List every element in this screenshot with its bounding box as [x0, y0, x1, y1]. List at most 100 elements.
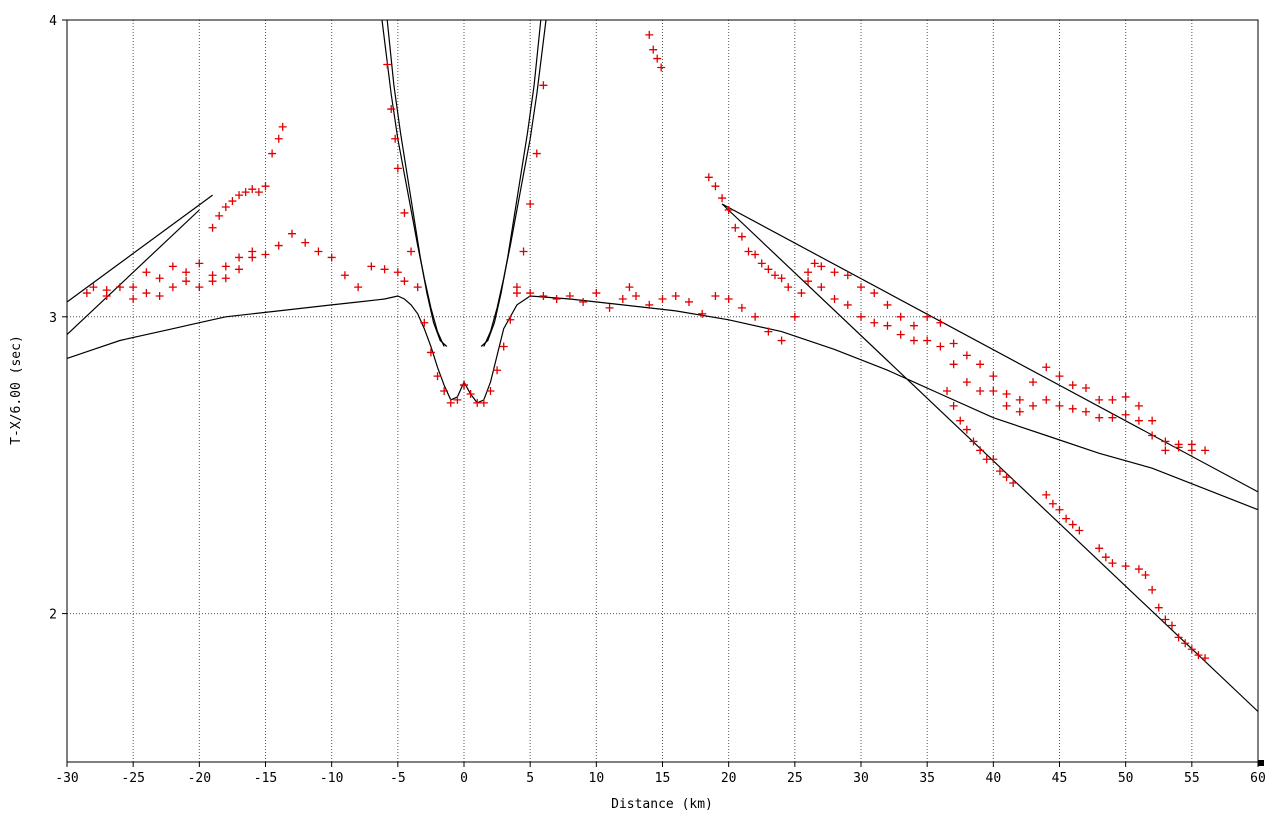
- pick-marker: [168, 283, 177, 292]
- pick-marker: [235, 253, 244, 262]
- pick-marker: [446, 398, 455, 407]
- pick-marker: [1134, 416, 1143, 425]
- pick-series-center-left-branch: [383, 60, 468, 407]
- pick-marker: [909, 336, 918, 345]
- pick-marker: [221, 202, 230, 211]
- pick-marker: [830, 268, 839, 277]
- pick-marker: [1055, 372, 1064, 381]
- x-tick-label: 35: [919, 771, 935, 786]
- pick-marker: [1187, 446, 1196, 455]
- pick-marker: [274, 134, 283, 143]
- pick-marker: [287, 229, 296, 238]
- pick-marker: [208, 223, 217, 232]
- x-tick-label: 45: [1052, 771, 1068, 786]
- pick-marker: [1108, 395, 1117, 404]
- pick-series-left-lower: [82, 229, 409, 298]
- pick-marker: [228, 197, 237, 206]
- pick-marker: [1148, 416, 1157, 425]
- pick-marker: [751, 312, 760, 321]
- pick-marker: [155, 292, 164, 301]
- model-curve-right-reflection-inner: [480, 19, 542, 347]
- pick-marker: [129, 294, 138, 303]
- pick-marker: [1121, 562, 1130, 571]
- pick-marker: [962, 378, 971, 387]
- observed-picks: [82, 30, 1210, 663]
- pick-marker: [989, 387, 998, 395]
- x-axis-title: Distance (km): [611, 797, 713, 812]
- pick-marker: [737, 232, 746, 241]
- pick-marker: [936, 318, 945, 327]
- pick-marker: [89, 283, 98, 292]
- pick-marker: [645, 300, 654, 309]
- pick-marker: [1201, 446, 1210, 455]
- pick-marker: [976, 387, 985, 395]
- pick-marker: [1055, 401, 1064, 410]
- x-tick-label: -15: [254, 771, 277, 786]
- model-curves: [66, 19, 1259, 712]
- x-tick-label: 55: [1184, 771, 1200, 786]
- pick-marker: [751, 250, 760, 259]
- pick-marker: [784, 283, 793, 292]
- pick-marker: [340, 271, 349, 280]
- pick-marker: [1167, 621, 1176, 630]
- pick-marker: [962, 351, 971, 360]
- pick-marker: [1042, 490, 1051, 499]
- pick-marker: [400, 277, 409, 286]
- pick-marker: [1002, 401, 1011, 410]
- pick-marker: [453, 395, 462, 404]
- pick-marker: [539, 81, 548, 90]
- model-curve-right-refraction-shallow: [721, 203, 1259, 493]
- pick-marker: [1015, 395, 1024, 404]
- pick-marker: [777, 274, 786, 283]
- pick-marker: [870, 318, 879, 327]
- y-axis-ticks: 2 3 4: [49, 14, 67, 623]
- model-curve-left-refraction-b: [66, 209, 200, 336]
- pick-marker: [182, 277, 191, 286]
- pick-marker: [499, 342, 508, 351]
- pick-marker: [1095, 544, 1104, 553]
- pick-marker: [579, 297, 588, 306]
- pick-marker: [810, 259, 819, 268]
- x-tick-label: 5: [526, 771, 534, 786]
- pick-series-center-right-branch: [460, 81, 548, 407]
- pick-marker: [605, 303, 614, 312]
- pick-marker: [1121, 410, 1130, 419]
- pick-series-right-steep: [943, 387, 1210, 663]
- pick-marker: [565, 292, 574, 301]
- pick-marker: [830, 294, 839, 303]
- pick-marker: [393, 164, 402, 173]
- pick-marker: [896, 312, 905, 321]
- pick-marker: [1141, 571, 1150, 580]
- pick-series-right-isolated: [645, 30, 666, 72]
- x-tick-label: 60: [1250, 771, 1266, 786]
- pick-marker: [426, 348, 435, 357]
- pick-marker: [1009, 479, 1018, 488]
- pick-marker: [1029, 378, 1038, 387]
- pick-marker: [770, 271, 779, 280]
- pick-marker: [1134, 401, 1143, 410]
- pick-marker: [254, 188, 263, 197]
- pick-marker: [962, 425, 971, 434]
- y-tick-label: 3: [49, 311, 57, 326]
- pick-marker: [1029, 401, 1038, 410]
- pick-marker: [1181, 639, 1190, 648]
- pick-marker: [1068, 404, 1077, 413]
- pick-marker: [1002, 473, 1011, 482]
- x-tick-label: 40: [986, 771, 1002, 786]
- pick-marker: [764, 265, 773, 274]
- pick-marker: [278, 122, 287, 131]
- pick-marker: [711, 292, 720, 301]
- pick-marker: [241, 188, 250, 197]
- pick-marker: [512, 289, 521, 298]
- pick-marker: [102, 292, 111, 301]
- pick-marker: [857, 312, 865, 321]
- pick-marker: [1201, 654, 1210, 663]
- pick-marker: [684, 297, 693, 306]
- pick-marker: [653, 54, 662, 63]
- pick-marker: [1081, 384, 1090, 393]
- pick-marker: [698, 309, 707, 318]
- grid-lines: [66, 19, 1259, 762]
- model-curve-right-head-wave: [463, 295, 1259, 511]
- pick-marker: [221, 262, 230, 271]
- pick-marker: [301, 238, 310, 247]
